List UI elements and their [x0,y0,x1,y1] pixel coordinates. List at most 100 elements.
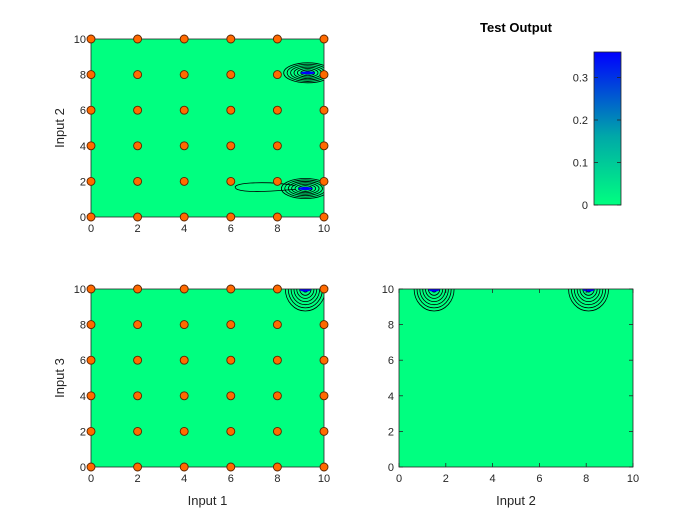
y-tick-label: 4 [80,141,86,153]
sample-point [272,320,282,330]
sample-point [226,284,236,294]
x-tick-label: 8 [274,473,280,485]
sample-point [179,141,189,151]
y-tick-label: 0 [80,462,86,474]
x-axis-label: Input 1 [188,493,228,508]
colorbar-tick-label: 0.2 [573,115,588,127]
sample-point [179,320,189,330]
x-tick-label: 10 [318,473,330,485]
sample-point [133,141,143,151]
y-tick-label: 2 [80,426,86,438]
sample-point [272,70,282,80]
sample-point [226,70,236,80]
sample-point [86,34,96,44]
sample-point [179,212,189,222]
contour-peak-core [582,289,595,292]
sample-point [319,141,329,151]
y-tick-label: 0 [388,462,394,474]
sample-point [179,34,189,44]
sample-point [86,391,96,401]
sample-point [319,391,329,401]
y-tick-label: 8 [388,320,394,332]
sample-point [86,70,96,80]
y-tick-label: 8 [80,70,86,82]
sample-point [319,426,329,436]
sample-point [86,320,96,330]
sample-point [319,284,329,294]
x-tick-label: 4 [181,473,187,485]
sample-point [86,176,96,186]
contour-line [293,289,318,302]
contour-peaks [413,289,609,312]
sample-point [272,462,282,472]
sample-point [319,462,329,472]
y-axis-label: Input 2 [52,108,67,148]
sample-point [226,212,236,222]
colorbar: 0 0.1 0.2 0.3 [573,51,622,212]
contour-line [283,62,324,84]
contour-line [422,289,446,302]
sample-point [226,391,236,401]
contour-line [286,63,324,82]
colorbar-tick-label: 0 [582,200,588,212]
contour-peak-core [299,289,312,292]
x-tick-label: 2 [443,473,449,485]
figure-title: Test Output [480,20,553,35]
sample-point [179,284,189,294]
sample-point [179,70,189,80]
contour-line [280,178,324,199]
x-tick-label: 6 [228,223,234,235]
subplot-input2-input3: 0 2 4 6 8 10 0 2 4 6 8 10 Input 2 [382,284,639,508]
contour-fill-background [91,289,324,467]
contour-line [568,289,609,312]
subplot-input1-input2: 0 2 4 6 8 10 0 2 4 6 8 10 Input 2 [52,34,330,235]
sample-point [272,355,282,365]
sample-point [272,284,282,294]
sample-point [86,105,96,115]
sample-point [319,355,329,365]
x-tick-label: 8 [583,473,589,485]
sample-point [272,426,282,436]
sample-point [133,176,143,186]
contour-line [296,68,319,78]
x-tick-label: 6 [536,473,542,485]
sample-point [226,355,236,365]
sample-point [319,34,329,44]
y-tick-label: 6 [388,355,394,367]
y-tick-label: 6 [80,355,86,367]
sample-point [226,462,236,472]
sample-point [86,212,96,222]
sample-point [272,34,282,44]
sample-point [133,284,143,294]
sample-point [226,320,236,330]
x-tick-label: 0 [396,473,402,485]
sample-point [272,212,282,222]
sample-point [226,176,236,186]
contour-line [284,179,324,198]
contour-line [576,289,601,302]
sample-point [179,105,189,115]
sample-point [272,105,282,115]
x-tick-label: 0 [88,223,94,235]
sample-point [86,355,96,365]
contour-tail [234,182,296,192]
y-axis-label: Input 3 [52,358,67,398]
sample-point [133,462,143,472]
y-tick-label: 8 [80,320,86,332]
sample-point [133,355,143,365]
x-tick-label: 0 [88,473,94,485]
y-tick-label: 10 [382,284,394,296]
y-tick-label: 0 [80,212,86,224]
contour-line [573,289,604,306]
sample-point [179,391,189,401]
sample-point [272,391,282,401]
colorbar-gradient [593,51,622,206]
sample-point [133,426,143,436]
x-tick-label: 4 [181,223,187,235]
contour-fill-background [399,289,633,467]
sample-point [226,105,236,115]
contour-line [419,289,449,306]
sample-point [319,70,329,80]
sample-point [272,176,282,186]
